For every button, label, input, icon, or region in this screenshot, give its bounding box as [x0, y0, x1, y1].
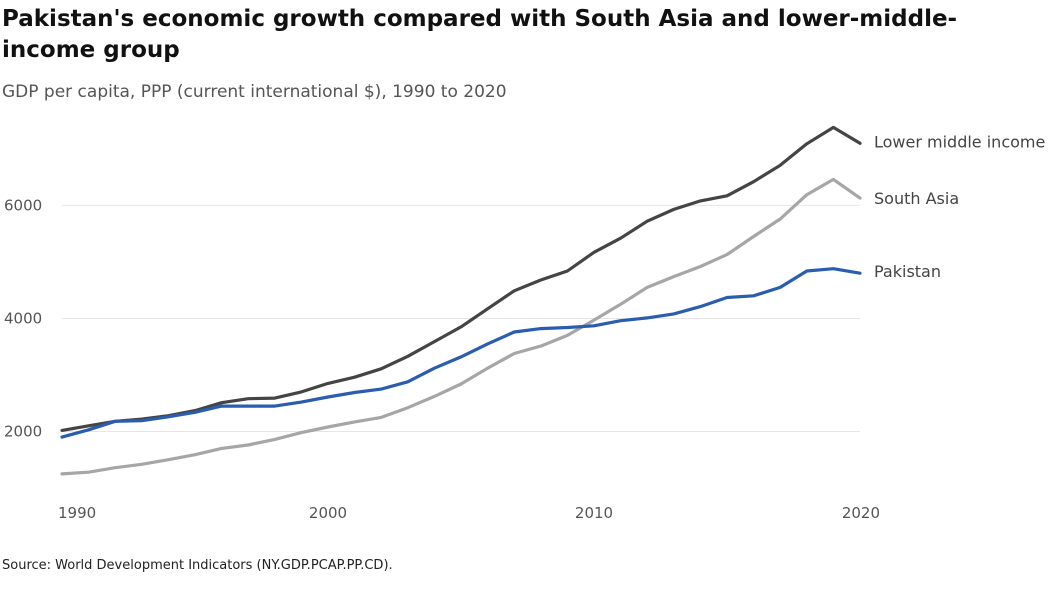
source-note: Source: World Development Indicators (NY…	[2, 558, 393, 573]
series-lines	[60, 125, 862, 476]
x-tick-label: 2010	[575, 504, 613, 522]
chart-subtitle: GDP per capita, PPP (current internation…	[2, 82, 507, 102]
x-tick-label: 1990	[58, 504, 96, 522]
x-axis-ticks: 1990 2000 2010 2020	[58, 504, 880, 522]
chart-title: Pakistan's economic growth compared with…	[2, 6, 958, 63]
series-label-pakistan: Pakistan	[874, 262, 941, 281]
x-tick-label: 2020	[842, 504, 880, 522]
series-line-pakistan	[60, 267, 862, 439]
x-tick-label: 2000	[309, 504, 347, 522]
series-label-south-asia: South Asia	[874, 189, 959, 208]
y-tick-label: 4000	[4, 309, 42, 327]
series-line-lower-middle-income	[60, 125, 862, 432]
grid-lines	[62, 204, 860, 432]
y-tick-label: 2000	[4, 422, 42, 440]
series-label-lower-middle-income: Lower middle income	[874, 132, 1045, 151]
series-line-south-asia	[60, 177, 862, 476]
y-axis-ticks: 2000 4000 6000	[4, 196, 42, 440]
y-tick-label: 6000	[4, 196, 42, 214]
series-labels: Lower middle income South Asia Pakistan	[874, 132, 1045, 281]
